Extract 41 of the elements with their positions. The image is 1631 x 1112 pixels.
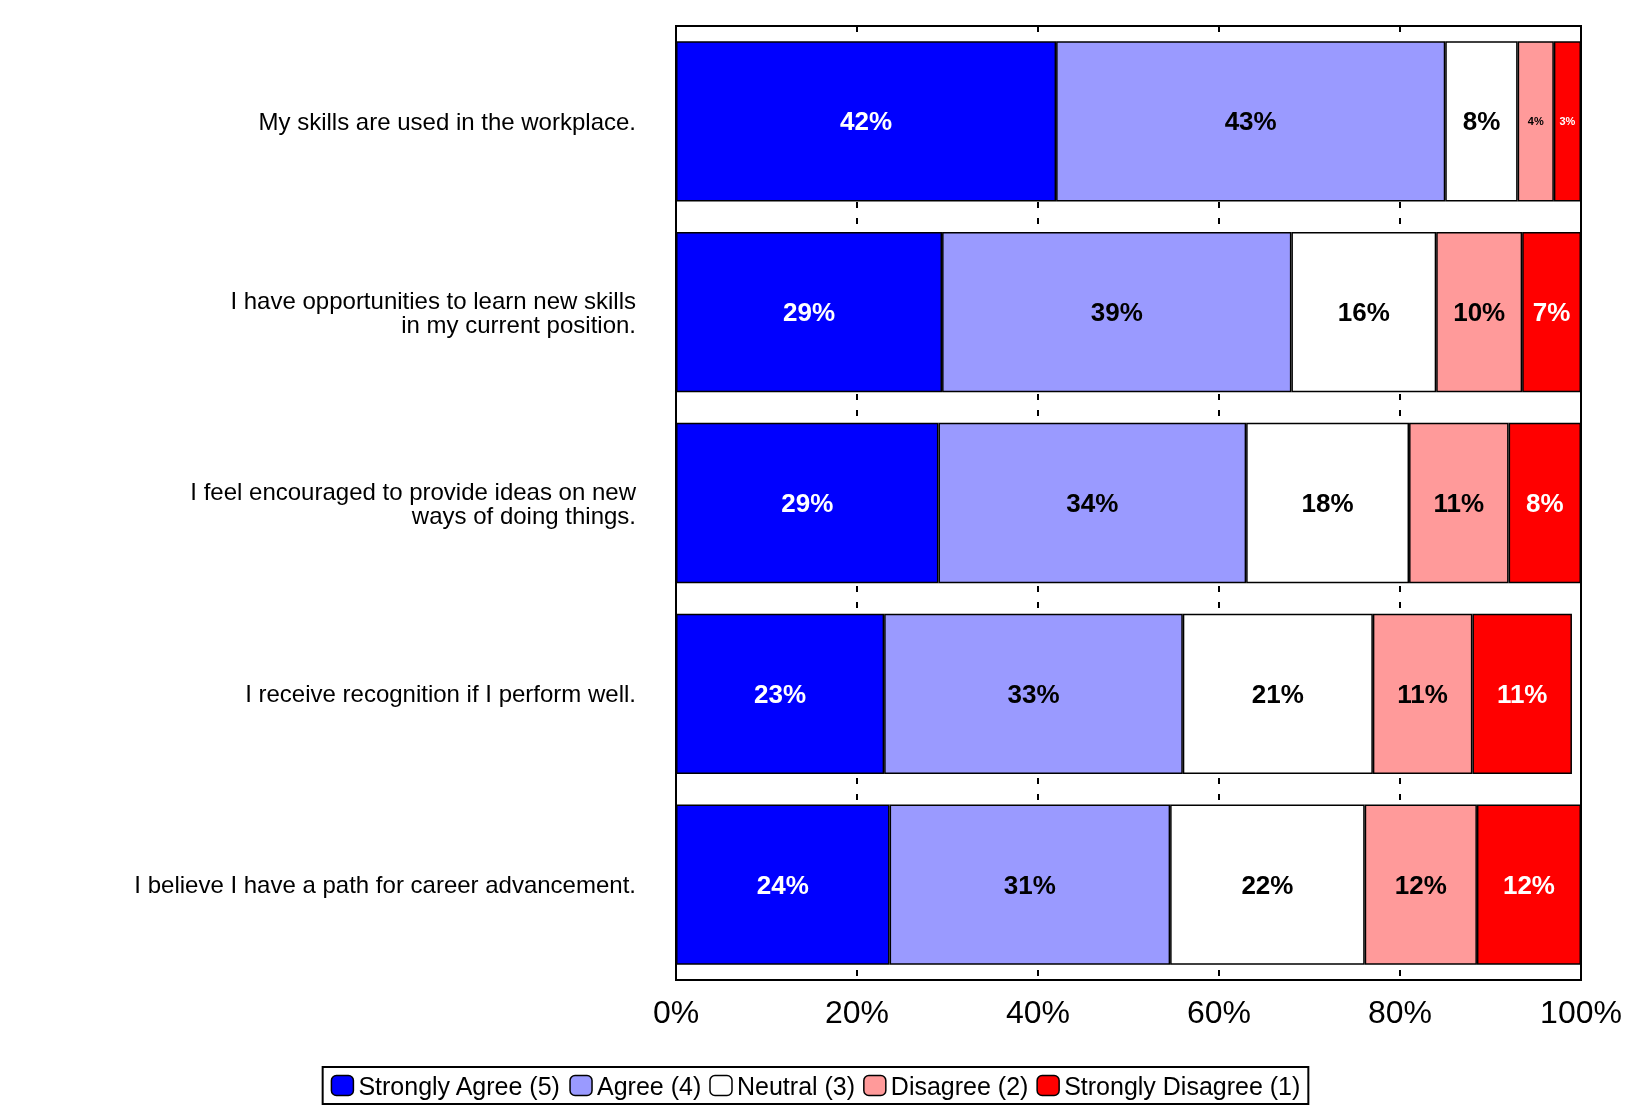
legend-label: Disagree (2) — [890, 1071, 1029, 1100]
x-tick-label: 80% — [1367, 994, 1433, 1030]
data-label: 42% — [840, 106, 893, 137]
data-label: 7% — [1532, 297, 1571, 328]
x-tick-label: 60% — [1186, 994, 1252, 1030]
data-label: 10% — [1453, 297, 1506, 328]
data-label: 12% — [1502, 869, 1555, 900]
data-label: 11% — [1496, 678, 1548, 709]
legend-label: Strongly Disagree (1) — [1064, 1071, 1301, 1100]
legend-label: Strongly Agree (5) — [358, 1071, 560, 1100]
x-tick-label: 40% — [1005, 994, 1071, 1030]
data-label: 11% — [1433, 488, 1485, 518]
y-tick-label: I feel encouraged to provide ideas on new ways of doing things. — [190, 477, 637, 529]
data-label: 29% — [783, 297, 836, 328]
data-label: 29% — [781, 488, 834, 518]
data-label: 33% — [1007, 678, 1060, 709]
y-tick-label: I have opportunities to learn new skills in my current position. — [230, 286, 636, 338]
data-label: 39% — [1090, 297, 1143, 328]
data-label: 43% — [1224, 106, 1277, 137]
data-label: 23% — [754, 678, 807, 709]
data-label: 21% — [1251, 678, 1304, 709]
data-label: 16% — [1337, 297, 1390, 328]
x-tick-label: 100% — [1540, 994, 1622, 1030]
data-label: 22% — [1241, 869, 1294, 900]
legend-label: Agree (4) — [597, 1071, 702, 1100]
data-label: 3% — [1559, 115, 1576, 128]
data-label: 34% — [1066, 488, 1119, 518]
y-tick-label: I receive recognition if I perform well. — [245, 680, 636, 708]
data-label: 8% — [1526, 488, 1564, 518]
data-label: 12% — [1394, 869, 1447, 900]
data-label: 18% — [1301, 488, 1354, 518]
x-tick-label: 0% — [652, 994, 700, 1030]
data-label: 8% — [1462, 106, 1501, 137]
y-tick-label: I believe I have a path for career advancement. — [134, 871, 636, 899]
x-tick-label: 20% — [824, 994, 890, 1030]
data-label: 24% — [756, 869, 809, 900]
data-label: 4% — [1527, 115, 1544, 128]
data-label: 31% — [1003, 869, 1056, 900]
data-label: 11% — [1397, 678, 1448, 709]
y-tick-label: My skills are used in the workplace. — [258, 107, 636, 135]
legend-label: Neutral (3) — [736, 1071, 856, 1100]
